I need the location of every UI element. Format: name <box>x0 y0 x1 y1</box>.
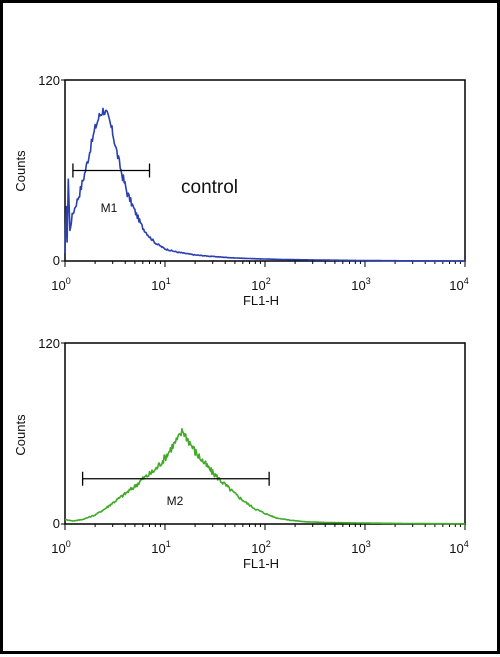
x-tick-label: 101 <box>151 276 170 293</box>
x-tick-label: 103 <box>351 539 370 556</box>
x-tick-label: 104 <box>449 276 468 293</box>
y-axis-title: Counts <box>13 150 28 192</box>
svg-text:100: 100 <box>51 539 70 556</box>
svg-text:102: 102 <box>251 276 270 293</box>
x-axis-title: FL1-H <box>243 556 279 571</box>
x-tick-label: 100 <box>51 276 70 293</box>
histogram-line-control <box>64 107 465 262</box>
svg-text:100: 100 <box>51 276 70 293</box>
histogram-figure: 120 0 Counts 100 101 102 103 104 FL1-H c… <box>13 73 469 571</box>
svg-text:101: 101 <box>151 276 170 293</box>
x-axis-title: FL1-H <box>243 293 279 308</box>
x-tick-label: 101 <box>151 539 170 556</box>
plot-frame <box>64 342 466 525</box>
svg-text:104: 104 <box>449 276 468 293</box>
control-annotation: control <box>181 177 238 198</box>
x-tick-label: 104 <box>449 539 468 556</box>
marker-gate-label: M2 <box>167 494 184 508</box>
x-tick-label: 103 <box>351 276 370 293</box>
histogram-panel-sample: 120 0 Counts 100 101 102 103 104 FL1-H M… <box>13 336 469 571</box>
x-tick-label: 102 <box>251 539 270 556</box>
svg-text:103: 103 <box>351 276 370 293</box>
y-tick-label-bottom: 0 <box>53 516 60 531</box>
y-tick-label-top: 120 <box>38 336 60 351</box>
y-tick-label-bottom: 0 <box>53 253 60 268</box>
svg-text:103: 103 <box>351 539 370 556</box>
svg-text:102: 102 <box>251 539 270 556</box>
y-axis-title: Counts <box>13 414 28 456</box>
histogram-line-sample <box>64 428 465 525</box>
marker-gate-label: M1 <box>101 201 118 215</box>
histogram-panel-control: 120 0 Counts 100 101 102 103 104 FL1-H c… <box>13 73 469 308</box>
svg-text:104: 104 <box>449 539 468 556</box>
svg-text:101: 101 <box>151 539 170 556</box>
x-tick-label: 100 <box>51 539 70 556</box>
y-tick-label-top: 120 <box>38 73 60 88</box>
x-tick-label: 102 <box>251 276 270 293</box>
